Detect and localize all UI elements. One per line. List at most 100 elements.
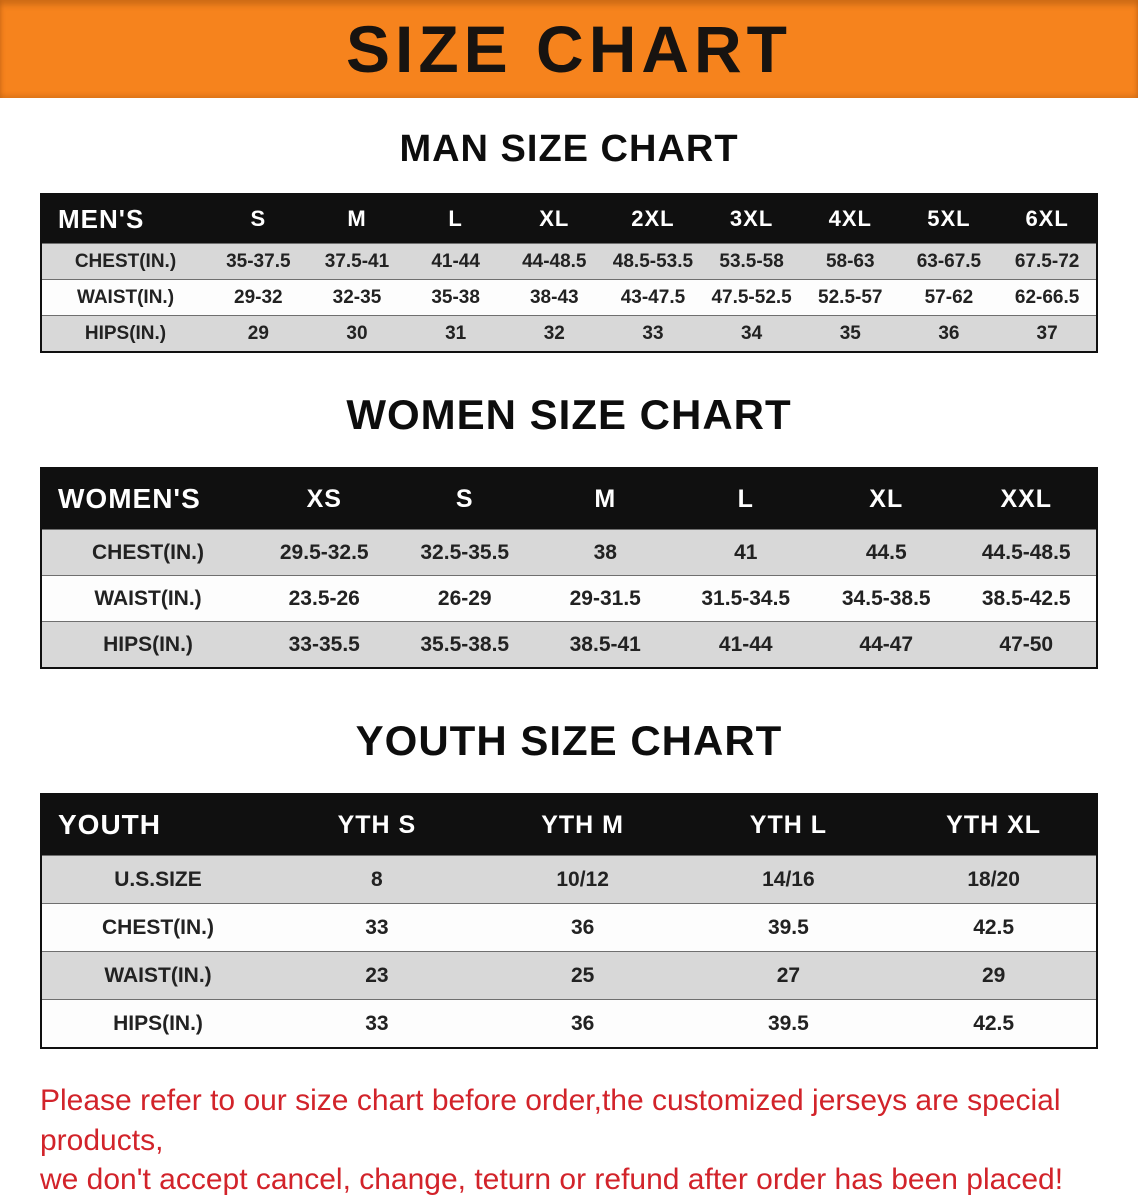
size-value: 30 (307, 315, 407, 352)
size-value: 42.5 (891, 999, 1097, 1048)
table-row: CHEST(IN.) 35-37.5 37.5-41 41-44 44-48.5 48.5… (41, 243, 1097, 280)
size-value: 31.5-34.5 (675, 575, 816, 622)
size-value: 38.5-42.5 (956, 575, 1097, 622)
size-column-header: 2XL (603, 194, 703, 244)
table-row: CHEST(IN.) 33 36 39.5 42.5 (41, 903, 1097, 952)
row-label: HIPS(IN.) (41, 315, 209, 352)
row-label: WAIST(IN.) (41, 279, 209, 316)
size-column-header: 6XL (998, 194, 1097, 244)
table-header-row: YOUTH YTH S YTH M YTH L YTH XL (41, 794, 1097, 856)
size-column-header: S (394, 468, 535, 530)
size-value: 29-32 (209, 279, 308, 316)
size-value: 35 (800, 315, 900, 352)
size-value: 29.5-32.5 (254, 529, 395, 576)
size-value: 29 (891, 951, 1097, 1000)
size-value: 36 (479, 903, 686, 952)
size-value: 29-31.5 (535, 575, 676, 622)
table-row: HIPS(IN.) 29 30 31 32 33 34 35 36 37 (41, 315, 1097, 352)
row-label: HIPS(IN.) (41, 621, 254, 668)
size-value: 52.5-57 (800, 279, 900, 316)
size-column-header: XXL (956, 468, 1097, 530)
table-corner-label: WOMEN'S (41, 468, 254, 530)
size-chart-title: SIZE CHART (346, 12, 792, 86)
size-value: 32 (504, 315, 604, 352)
size-value: 37.5-41 (307, 243, 407, 280)
row-label: CHEST(IN.) (41, 243, 209, 280)
size-value: 33-35.5 (254, 621, 395, 668)
table-row: HIPS(IN.) 33-35.5 35.5-38.5 38.5-41 41-44 44-… (41, 621, 1097, 668)
size-value: 36 (479, 999, 686, 1048)
size-value: 25 (479, 951, 686, 1000)
size-value: 23.5-26 (254, 575, 395, 622)
size-column-header: 3XL (702, 194, 801, 244)
size-value: 31 (406, 315, 505, 352)
size-value: 43-47.5 (603, 279, 703, 316)
size-value: 33 (603, 315, 703, 352)
size-column-header: YTH S (274, 794, 480, 856)
size-value: 47.5-52.5 (702, 279, 801, 316)
table-header-row: MEN'S S M L XL 2XL 3XL 4XL 5XL 6XL (41, 194, 1097, 244)
size-value: 33 (274, 999, 480, 1048)
size-value: 38 (535, 529, 676, 576)
disclaimer-line-1: Please refer to our size chart before or… (40, 1084, 1061, 1157)
size-value: 48.5-53.5 (603, 243, 703, 280)
men-section-heading: MAN SIZE CHART (399, 128, 739, 170)
size-value: 58-63 (800, 243, 900, 280)
size-value: 23 (274, 951, 480, 1000)
youth-size-table: YOUTH YTH S YTH M YTH L YTH XL U.S.SIZE 8 10/12… (40, 793, 1098, 1049)
size-value: 34 (702, 315, 801, 352)
women-size-table: WOMEN'S XS S M L XL XXL CHEST(IN.) 29.5-32.5 32.5… (40, 467, 1098, 669)
size-value: 29 (209, 315, 308, 352)
size-value: 8 (274, 855, 480, 904)
size-value: 67.5-72 (998, 243, 1097, 280)
size-column-header: XL (504, 194, 604, 244)
men-size-table: MEN'S S M L XL 2XL 3XL 4XL 5XL 6XL CHEST(IN.) 35-37… (40, 193, 1098, 353)
row-label: CHEST(IN.) (41, 903, 274, 952)
size-value: 39.5 (685, 999, 892, 1048)
row-label: U.S.SIZE (41, 855, 274, 904)
size-value: 57-62 (899, 279, 999, 316)
size-chart-banner: SIZE CHART (0, 0, 1138, 98)
table-header-row: WOMEN'S XS S M L XL XXL (41, 468, 1097, 530)
table-row: WAIST(IN.) 23.5-26 26-29 29-31.5 31.5-34.5 34… (41, 575, 1097, 622)
size-value: 38.5-41 (535, 621, 676, 668)
size-value: 42.5 (891, 903, 1097, 952)
table-row: WAIST(IN.) 23 25 27 29 (41, 951, 1097, 1000)
size-column-header: L (406, 194, 505, 244)
size-column-header: XS (254, 468, 395, 530)
row-label: HIPS(IN.) (41, 999, 274, 1048)
size-value: 36 (899, 315, 999, 352)
size-value: 47-50 (956, 621, 1097, 668)
youth-size-section: YOUTH SIZE CHART YOUTH YTH S YTH M YTH L YTH… (0, 717, 1138, 1049)
size-value: 32-35 (307, 279, 407, 316)
size-column-header: YTH XL (891, 794, 1097, 856)
row-label: WAIST(IN.) (41, 951, 274, 1000)
size-value: 14/16 (685, 855, 892, 904)
table-row: HIPS(IN.) 33 36 39.5 42.5 (41, 999, 1097, 1048)
size-value: 37 (998, 315, 1097, 352)
size-value: 35.5-38.5 (394, 621, 535, 668)
size-value: 35-38 (406, 279, 505, 316)
size-value: 41-44 (675, 621, 816, 668)
size-value: 44-48.5 (504, 243, 604, 280)
disclaimer-footer: Please refer to our size chart before or… (0, 1081, 1138, 1200)
size-value: 26-29 (394, 575, 535, 622)
size-value: 41-44 (406, 243, 505, 280)
disclaimer-text: Please refer to our size chart before or… (40, 1081, 1098, 1200)
size-value: 18/20 (891, 855, 1097, 904)
size-value: 33 (274, 903, 480, 952)
table-corner-label: YOUTH (41, 794, 274, 856)
size-value: 44-47 (816, 621, 957, 668)
size-column-header: 4XL (800, 194, 900, 244)
size-value: 10/12 (479, 855, 686, 904)
size-column-header: YTH M (479, 794, 686, 856)
table-row: WAIST(IN.) 29-32 32-35 35-38 38-43 43-47.5 47.… (41, 279, 1097, 316)
men-size-section: MAN SIZE CHART MEN'S S M L XL 2XL 3XL 4XL 5XL 6XL… (0, 128, 1138, 353)
youth-section-heading: YOUTH SIZE CHART (355, 717, 783, 764)
table-row: CHEST(IN.) 29.5-32.5 32.5-35.5 38 41 44.5 44.5… (41, 529, 1097, 576)
size-column-header: YTH L (685, 794, 892, 856)
disclaimer-line-2: we don't accept cancel, change, teturn o… (40, 1163, 1064, 1197)
table-corner-label: MEN'S (41, 194, 209, 244)
size-value: 53.5-58 (702, 243, 801, 280)
row-label: WAIST(IN.) (41, 575, 254, 622)
